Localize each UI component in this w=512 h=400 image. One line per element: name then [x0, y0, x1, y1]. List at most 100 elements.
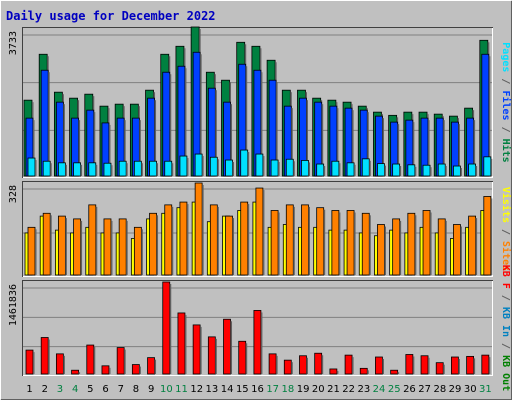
sites-bar: [73, 218, 83, 276]
kbf-bar: [375, 356, 384, 375]
pages-bar: [483, 156, 493, 177]
kbf-bar: [55, 353, 65, 375]
sites-bar: [194, 182, 204, 276]
kbf-bar: [131, 364, 141, 375]
day-label: 21: [327, 384, 340, 395]
sites-bar: [346, 210, 356, 276]
day-label: 10: [160, 384, 173, 395]
files-bar: [40, 69, 50, 177]
side-label-part: /: [500, 72, 511, 90]
day-label: 29: [449, 384, 462, 395]
panel-3-edge-dark: [22, 280, 493, 376]
day-label: 1: [26, 384, 32, 395]
side-label-part: Pages: [500, 42, 511, 72]
pages-bar: [149, 160, 159, 177]
kbf-bar: [162, 281, 172, 375]
panel-3-side-label: KB F / KB In / KB Out: [500, 265, 511, 391]
pages-bar: [346, 162, 356, 177]
panel-2-edge-dark: [22, 181, 493, 277]
kbf-bar: [405, 354, 415, 375]
sites-bar: [453, 224, 462, 276]
sites-bar: [27, 226, 37, 276]
pages-bar: [301, 160, 310, 177]
kbf-bar: [177, 312, 187, 375]
day-label: 17: [266, 384, 279, 395]
sites-bar: [149, 212, 159, 276]
pages-bar: [42, 160, 52, 177]
chart-title: Daily usage for December 2022: [6, 9, 216, 23]
day-label: 2: [42, 384, 48, 395]
kbf-bar: [253, 310, 263, 375]
kbf-bar: [283, 359, 293, 375]
pages-bar: [73, 162, 83, 177]
sites-bar: [164, 204, 174, 276]
pages-bar: [103, 162, 113, 177]
pages-bar: [194, 153, 204, 177]
panel-2-edge-light: [23, 182, 493, 277]
day-label: 20: [312, 384, 325, 395]
day-label: 12: [190, 384, 203, 395]
kbf-bar: [390, 369, 400, 375]
kbf-bar: [86, 344, 96, 375]
sites-bar: [57, 215, 67, 276]
side-label-part: Files: [500, 90, 512, 120]
day-label: 25: [388, 384, 401, 395]
pages-bar: [209, 156, 219, 177]
kbf-bar: [71, 369, 81, 375]
day-label: 30: [464, 384, 477, 395]
pages-bar: [453, 165, 462, 177]
sites-bar: [209, 204, 219, 276]
day-label: 27: [418, 384, 431, 395]
sites-bar: [361, 212, 371, 276]
sites-bar: [179, 201, 189, 276]
day-label: 15: [236, 384, 249, 395]
sites-bar: [103, 218, 113, 276]
kbf-bar: [238, 340, 248, 375]
pages-bar: [27, 157, 37, 177]
side-label-part: KB In: [500, 307, 511, 337]
pages-bar: [361, 158, 371, 177]
side-label-part: /: [500, 223, 511, 241]
files-bar: [162, 71, 172, 177]
kbf-bar: [481, 354, 491, 375]
pages-bar: [133, 160, 143, 177]
day-label: 23: [357, 384, 370, 395]
day-label: 4: [72, 384, 78, 395]
pages-bar: [468, 163, 478, 177]
day-label: 3: [57, 384, 63, 395]
kbf-bar: [359, 367, 369, 375]
day-label: 5: [87, 384, 93, 395]
pages-bar: [392, 163, 402, 177]
sites-bar: [88, 204, 98, 276]
sites-bar: [255, 187, 265, 276]
side-label-part: Sites: [500, 241, 512, 271]
kbf-bar: [466, 355, 476, 375]
kbf-bar: [420, 355, 430, 375]
kbf-bar: [329, 368, 339, 375]
panel-1-side-label: Pages / Files / Hits: [500, 42, 512, 162]
sites-bar: [468, 215, 478, 276]
kbf-bar: [451, 356, 460, 375]
sites-bar: [392, 218, 402, 276]
kbf-bar: [40, 337, 50, 375]
panel-2-ymax-label: 328: [8, 185, 19, 203]
pages-bar: [331, 160, 341, 177]
sites-bar: [118, 218, 128, 276]
side-label-part: Hits: [500, 139, 512, 163]
sites-bar: [437, 218, 447, 276]
side-label-part: /: [500, 337, 511, 355]
sites-bar: [42, 212, 52, 276]
day-label: 6: [102, 384, 108, 395]
pages-bar: [225, 159, 235, 177]
day-label: 31: [479, 384, 492, 395]
pages-bar: [437, 163, 447, 177]
sites-bar: [133, 226, 143, 276]
pages-bar: [285, 158, 295, 177]
pages-bar: [270, 159, 280, 177]
kbf-bar: [435, 362, 445, 375]
pages-bar: [57, 162, 67, 177]
sites-bar: [483, 196, 493, 276]
day-label: 11: [175, 384, 188, 395]
